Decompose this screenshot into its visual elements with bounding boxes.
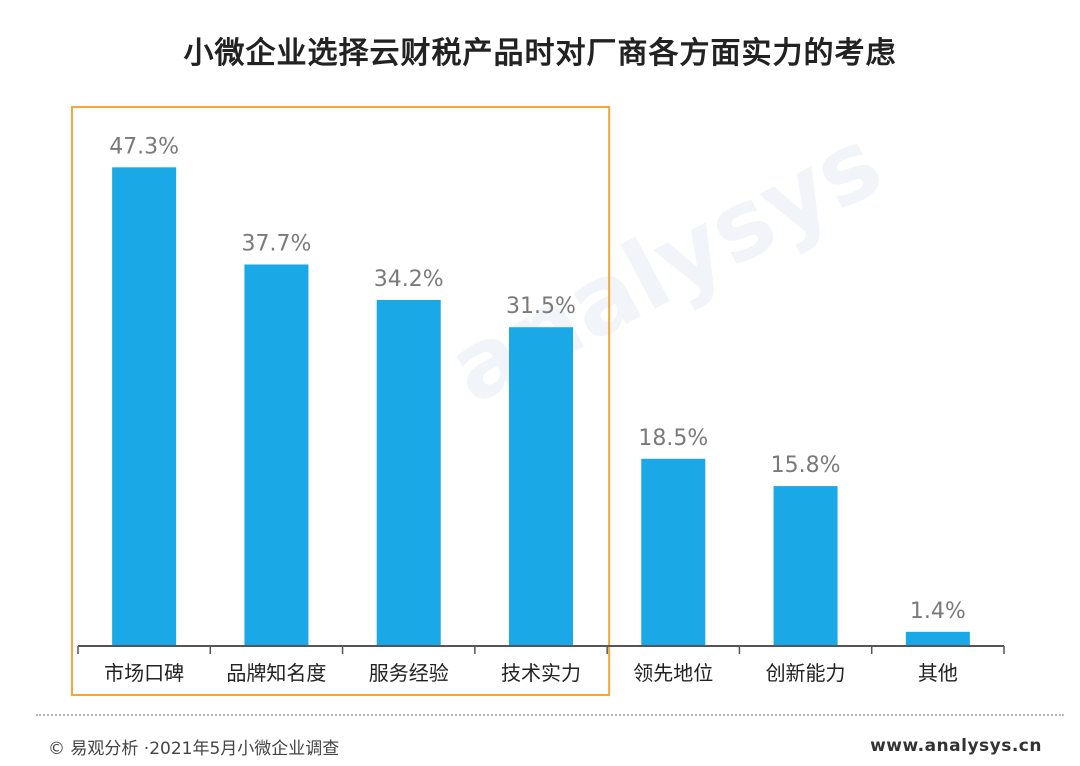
- category-label-3: 服务经验: [369, 661, 449, 685]
- bar-7: [905, 631, 970, 646]
- bar-1: [112, 167, 177, 646]
- category-label-7: 其他: [918, 661, 958, 685]
- value-label-7: 1.4%: [910, 599, 966, 624]
- bar-3: [376, 299, 441, 646]
- category-label-5: 领先地位: [633, 661, 713, 685]
- value-label-2: 37.7%: [241, 231, 311, 256]
- value-label-1: 47.3%: [109, 134, 179, 159]
- value-label-4: 31.5%: [506, 294, 576, 319]
- value-label-5: 18.5%: [638, 426, 708, 451]
- category-label-1: 市场口碑: [104, 661, 184, 685]
- footer-separator: [36, 714, 1064, 716]
- highlight-box: [71, 106, 611, 696]
- website-link: www.analysys.cn: [870, 736, 1042, 756]
- value-label-3: 34.2%: [374, 267, 444, 292]
- category-label-2: 品牌知名度: [226, 661, 326, 685]
- value-label-6: 15.8%: [771, 453, 841, 478]
- bar-6: [773, 486, 838, 646]
- category-label-6: 创新能力: [766, 661, 846, 685]
- bar-5: [641, 458, 706, 646]
- bar-2: [244, 264, 309, 646]
- category-label-4: 技术实力: [501, 661, 581, 685]
- chart-title: 小微企业选择云财税产品时对厂商各方面实力的考虑: [183, 36, 897, 71]
- bar-4: [509, 327, 573, 646]
- source-note: © 易观分析 ·2021年5月小微企业调查: [48, 739, 340, 759]
